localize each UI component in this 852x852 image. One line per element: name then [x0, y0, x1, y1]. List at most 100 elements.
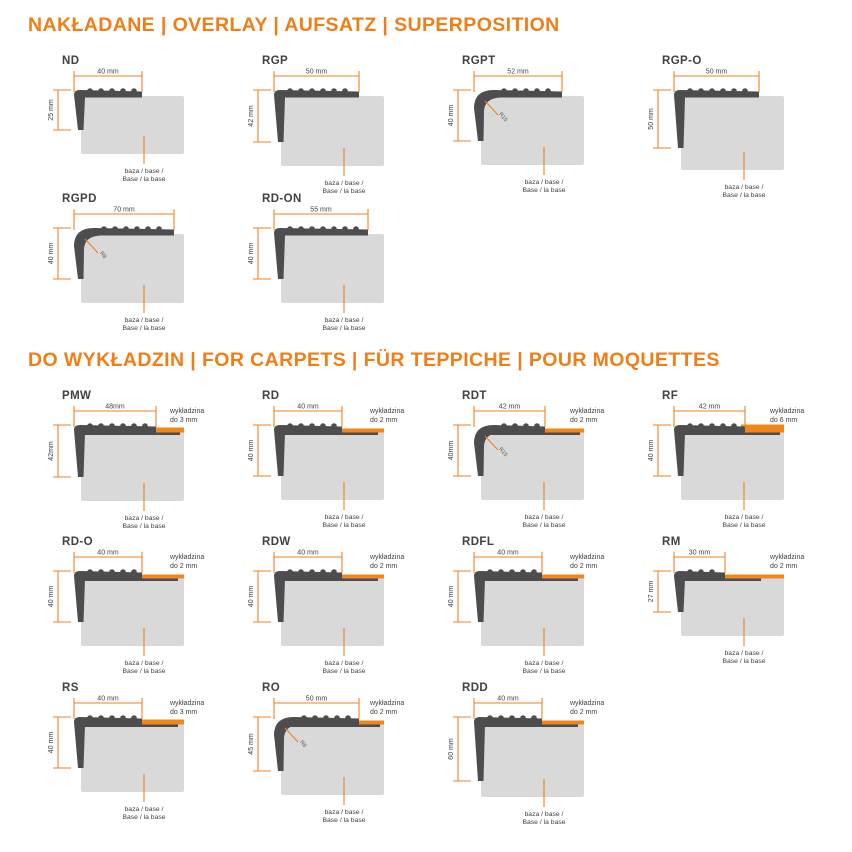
- base-shape: [681, 431, 784, 500]
- base-shape: [281, 234, 384, 303]
- carpet-label-line1: wykładzina: [369, 408, 404, 415]
- profile-card: RGPD 70 mm 40 mm R8 baza / base / Base / la b…: [44, 193, 244, 332]
- profile-code: PMW: [62, 390, 92, 402]
- width-dimension: 50 mm: [673, 69, 760, 92]
- rib-bump: [512, 88, 518, 94]
- rib-bump: [312, 715, 318, 721]
- profile-shape: [474, 425, 545, 476]
- profile-code: RF: [662, 390, 679, 402]
- profile-diagram: 42 mm 40 mm wykładzina do 6 mm baza / base /…: [648, 404, 804, 530]
- height-dimension: 40 mm: [448, 570, 471, 623]
- rib-bump: [531, 715, 537, 721]
- base-label-line2: Base / la base: [122, 668, 165, 675]
- base-shape: [281, 431, 384, 500]
- carpet-stripe: [338, 574, 384, 579]
- rib-bump: [720, 88, 726, 94]
- profile-card: PMW 48mm 42mm wykładzina do 3 mm baza / base …: [44, 390, 244, 536]
- rib-bump: [98, 88, 104, 94]
- height-dimension-label: 42mm: [48, 441, 55, 461]
- rib-bump: [331, 423, 337, 429]
- base-label-line2: Base / la base: [322, 817, 365, 824]
- profile-diagram: 40 mm 60 mm wykładzina do 2 mm baza / base /…: [448, 696, 604, 827]
- base-label-line2: Base / la base: [522, 187, 565, 194]
- carpet-stripe: [152, 427, 184, 433]
- base-label-line1: baza / base /: [525, 514, 564, 521]
- base-shape: [681, 577, 784, 636]
- height-dimension: 42 mm: [248, 89, 271, 143]
- profile-code: RDT: [462, 390, 487, 402]
- width-dimension: 42 mm: [473, 404, 546, 427]
- rib-bump: [687, 423, 693, 429]
- profile-shape: [74, 425, 156, 477]
- width-dimension-label: 40 mm: [97, 696, 119, 703]
- rib-bump: [309, 423, 315, 429]
- profile-card: RGP-O 50 mm 50 mm baza / base / Base / la ba…: [644, 55, 844, 199]
- rib-bump: [698, 569, 704, 575]
- profile-card: RDT 42 mm 40mm R15 wykładzina do 2 mm baza / b…: [444, 390, 644, 536]
- width-dimension: 40 mm: [273, 404, 343, 427]
- rib-bump: [287, 423, 293, 429]
- carpet-stripe: [741, 424, 784, 433]
- width-dimension-label: 50 mm: [306, 696, 328, 703]
- profile-flange-shape: [82, 432, 180, 435]
- profile-shape: [474, 571, 542, 622]
- base-shape: [481, 577, 584, 646]
- profile-code: RDFL: [462, 536, 495, 548]
- height-dimension-label: 50 mm: [648, 108, 655, 130]
- carpet-label-line2: do 2 mm: [170, 563, 197, 570]
- rib-bump: [298, 88, 304, 94]
- rib-bump: [501, 423, 507, 429]
- width-dimension-label: 30 mm: [689, 550, 711, 557]
- base-label-line1: baza / base /: [125, 515, 164, 522]
- carpet-label-line2: do 2 mm: [570, 563, 597, 570]
- profile-code: RD-O: [62, 536, 93, 548]
- width-dimension-label: 70 mm: [113, 207, 135, 214]
- height-dimension-label: 40 mm: [448, 105, 455, 127]
- rib-bump: [523, 423, 529, 429]
- base-label-line2: Base / la base: [722, 522, 765, 529]
- rib-bump: [320, 226, 326, 232]
- base-shape: [81, 234, 184, 303]
- profile-diagram: 40 mm 40 mm wykładzina do 2 mm baza / base /…: [448, 550, 604, 676]
- rib-bump: [112, 226, 118, 232]
- base-label-line2: Base / la base: [122, 523, 165, 530]
- base-shape: [281, 577, 384, 646]
- carpet-stripe: [538, 574, 584, 579]
- radius-label: R8: [298, 740, 307, 749]
- rib-bump: [687, 569, 693, 575]
- base-label-line2: Base / la base: [322, 188, 365, 195]
- rib-bump: [342, 226, 348, 232]
- rib-bump: [120, 423, 126, 429]
- carpet-stripe: [541, 428, 584, 433]
- base-label-line1: baza / base /: [325, 180, 364, 187]
- profile-shape: [674, 425, 745, 476]
- width-dimension-label: 40 mm: [497, 550, 519, 557]
- base-shape: [481, 723, 584, 797]
- base-label-line1: baza / base /: [125, 806, 164, 813]
- profile-card: RDFL 40 mm 40 mm wykładzina do 2 mm baza / ba…: [444, 536, 644, 682]
- height-dimension: 40 mm: [248, 424, 271, 477]
- base-label-line1: baza / base /: [725, 184, 764, 191]
- profile-diagram: 50 mm 42 mm baza / base /Base / la base: [248, 69, 384, 195]
- carpet-label-line1: wykładzina: [769, 408, 804, 415]
- carpet-label-line2: do 2 mm: [370, 563, 397, 570]
- profile-card: RDW 40 mm 40 mm wykładzina do 2 mm baza / bas…: [244, 536, 444, 682]
- profile-flange-shape: [682, 578, 761, 581]
- carpet-stripe: [538, 720, 584, 725]
- rib-bump: [109, 423, 115, 429]
- rib-bump: [156, 226, 162, 232]
- carpet-stripe: [355, 720, 384, 725]
- rib-bump: [487, 569, 493, 575]
- rib-bump: [123, 226, 129, 232]
- rib-bump: [131, 569, 137, 575]
- carpet-label-line1: wykładzina: [569, 408, 604, 415]
- rib-bump: [509, 569, 515, 575]
- base-shape: [681, 96, 784, 170]
- profile-code: RGP-O: [662, 55, 702, 67]
- profile-flange-shape: [82, 578, 178, 581]
- height-dimension: 40 mm: [448, 89, 471, 142]
- profile-card: RGPT 52 mm 40 mm R15 baza / base / Base / la …: [444, 55, 644, 194]
- rib-bump: [720, 423, 726, 429]
- profile-card: RD-ON 55 mm 40 mm baza / base / Base / la ba…: [244, 193, 444, 332]
- rib-bump: [698, 88, 704, 94]
